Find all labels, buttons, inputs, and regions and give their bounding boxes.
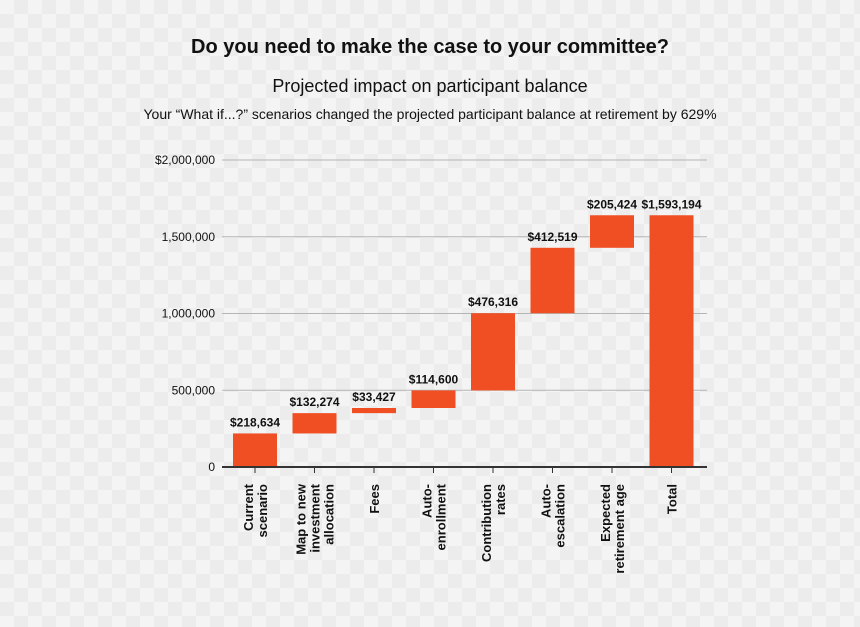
y-tick-label: 1,000,000	[162, 307, 216, 321]
bar	[352, 408, 396, 414]
bar	[530, 247, 575, 314]
x-axis	[222, 466, 707, 473]
x-tick-label-line: escalation	[553, 484, 568, 548]
data-label: $132,274	[289, 395, 339, 409]
x-tick-label-line: Auto-	[539, 484, 554, 518]
x-tick-label: Current scenario	[241, 483, 270, 537]
x-tick-label: Fees	[367, 484, 382, 514]
x-tick-label-line: Current	[241, 483, 256, 531]
x-tick-label-line: allocation	[322, 484, 337, 545]
x-tick-label: Auto-escalation	[539, 484, 568, 548]
y-axis-ticks: 0 500,000 1,000,000 1,500,000 $2,000,000	[155, 153, 215, 474]
data-label: $476,316	[468, 295, 518, 309]
x-tick-label: Map to new investment allocation	[294, 483, 337, 555]
gridlines	[222, 159, 707, 391]
data-labels: $218,634 $132,274 $33,427 $114,600 $476,316 $…	[230, 197, 702, 429]
x-tick-label-line: Map to new	[294, 483, 309, 555]
data-label: $114,600	[409, 372, 459, 386]
x-tick-label-line: Contribution	[479, 484, 494, 562]
bar	[649, 215, 694, 467]
x-tick-label-line: Fees	[367, 484, 382, 514]
x-axis-ticks: Current scenario Map to new investment alloc…	[241, 483, 680, 573]
data-label: $412,519	[527, 230, 577, 244]
y-tick-label: 1,500,000	[162, 230, 216, 244]
chart-title: Projected impact on participant balance	[272, 76, 588, 96]
data-label: $205,424	[587, 197, 637, 211]
data-label: $33,427	[352, 390, 396, 404]
data-label: $218,634	[230, 415, 280, 429]
bar	[590, 215, 634, 248]
x-tick-label-line: Expected	[598, 484, 613, 542]
x-tick-label: Auto-enrollment	[420, 483, 449, 550]
bar	[292, 413, 337, 434]
bar	[471, 313, 515, 391]
chart-headline: Do you need to make the case to your com…	[191, 36, 669, 58]
x-tick-label: Expected retirement age	[598, 484, 627, 574]
data-label: $1,593,194	[641, 197, 701, 211]
bar	[411, 390, 456, 409]
y-tick-label: 0	[208, 460, 215, 474]
x-tick-label-line: Auto-	[420, 484, 435, 518]
y-tick-label: 500,000	[172, 383, 216, 397]
x-tick-label-line: investment	[308, 483, 323, 552]
x-tick-label-line: Total	[665, 484, 680, 514]
y-tick-label: $2,000,000	[155, 153, 215, 167]
x-tick-label: Total	[665, 484, 680, 514]
bars	[233, 215, 694, 467]
x-tick-label-line: rates	[493, 484, 508, 515]
chart-summary: Your “What if...?” scenarios changed the…	[143, 106, 717, 122]
x-tick-label-line: scenario	[255, 484, 270, 538]
x-tick-label-line: retirement age	[612, 484, 627, 574]
bar	[233, 433, 277, 467]
x-tick-label: Contribution rates	[479, 484, 508, 562]
x-tick-label-line: enrollment	[434, 483, 449, 550]
